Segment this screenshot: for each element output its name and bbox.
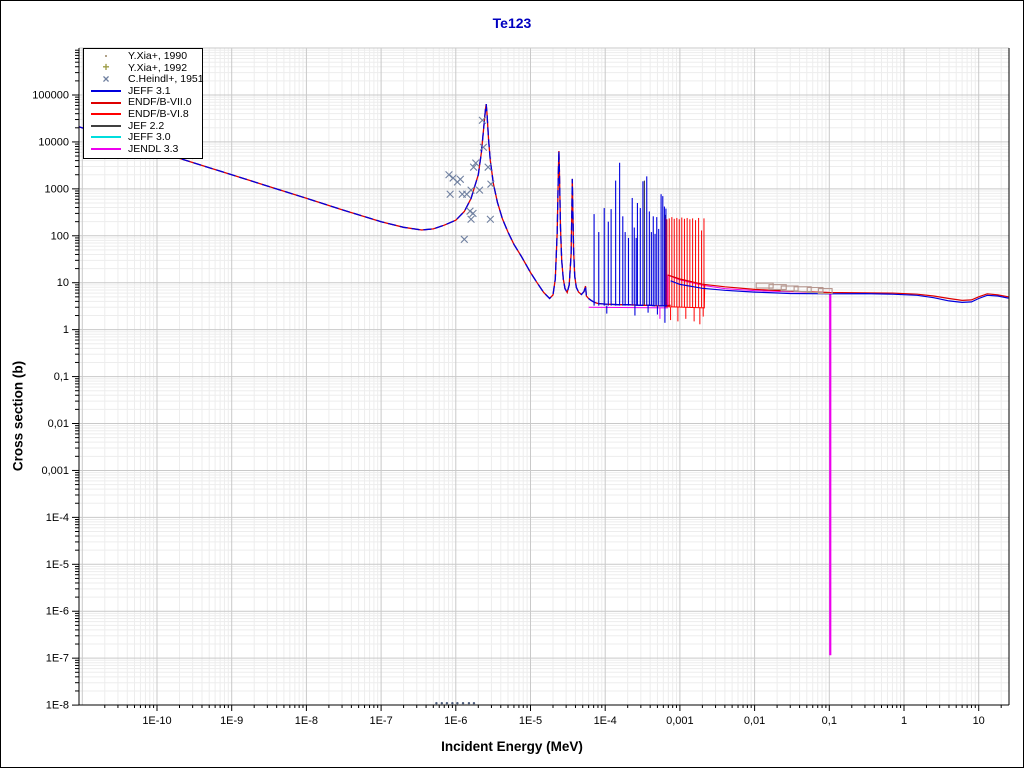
heindl-1951-markers [445, 116, 495, 244]
x-tick-label: 0,1 [822, 715, 837, 727]
series-layer [79, 104, 1009, 705]
x-tick-label: 0,01 [744, 715, 765, 727]
y-tick-label: 1E-8 [46, 700, 69, 712]
endf-highE-line [667, 274, 1009, 302]
grid [79, 48, 1009, 705]
xia-1992-boxes [755, 282, 833, 295]
y-tick-label: 1E-7 [46, 653, 69, 665]
legend-marker-plus-icon: + [102, 60, 110, 75]
legend-item-label: ENDF/B-VI.8 [128, 107, 189, 120]
series-endf-spikes [664, 217, 706, 325]
legend-marker-x-icon: × [102, 71, 110, 86]
series-jeff31-spikes [593, 162, 667, 323]
y-tick-label: 0,1 [54, 371, 69, 383]
legend-item: JEFF 3.0 [84, 132, 202, 144]
legend-marker-line-icon [84, 121, 128, 133]
legend-item-label: Y.Xia+, 1990 [128, 50, 188, 62]
y-tick-label: 10 [57, 277, 69, 289]
legend-item-label: JENDL 3.3 [128, 142, 179, 155]
y-tick-label: 1000 [45, 183, 69, 195]
legend-item: JEF 2.2 [84, 119, 202, 133]
legend-marker-line-icon [84, 97, 128, 109]
chart-title: Te123 [492, 15, 532, 31]
legend-marker-line-icon [84, 109, 128, 121]
legend-item: + Y.Xia+, 1992 [84, 60, 202, 75]
legend-item-label: JEFF 3.0 [128, 131, 171, 144]
legend-item: ENDF/B-VII.0 [84, 97, 202, 109]
y-axis-label: Cross section (b) [10, 360, 26, 472]
x-tick-label: 1E-9 [220, 715, 243, 727]
legend-item-label: Y.Xia+, 1992 [128, 61, 188, 74]
legend-item: Y.Xia+, 1990 [84, 50, 202, 63]
x-tick-label: 1E-10 [142, 715, 171, 727]
legend-marker-line-icon [84, 132, 128, 144]
legend-item: JEFF 3.1 [84, 84, 202, 98]
legend-item: × C.Heindl+, 1951 [84, 71, 204, 86]
axis-tick-labels: 1E-10 1E-9 1E-8 1E-7 1E-6 1E-5 1E-4 0,001 0,01 0,… [32, 90, 985, 728]
legend-item-label: JEF 2.2 [128, 119, 165, 132]
legend-marker-line-icon [84, 86, 128, 98]
legend-marker-line-icon [84, 144, 128, 156]
legend-item-label: ENDF/B-VII.0 [128, 96, 192, 109]
legend-marker-dot-icon [84, 51, 128, 63]
y-tick-label: 10000 [38, 136, 69, 148]
y-tick-label: 1E-5 [46, 559, 69, 571]
x-tick-label: 1E-7 [369, 715, 392, 727]
x-tick-label: 1E-6 [444, 715, 467, 727]
y-tick-label: 1E-4 [46, 512, 69, 524]
y-tick-label: 100000 [32, 90, 69, 102]
x-tick-label: 0,001 [666, 715, 694, 727]
x-tick-label: 1E-8 [295, 715, 318, 727]
x-tick-label: 1E-5 [519, 715, 542, 727]
y-tick-label: 1E-6 [46, 606, 69, 618]
y-tick-label: 1 [63, 324, 69, 336]
x-tick-label: 1E-4 [594, 715, 617, 727]
legend-item-label: JEFF 3.1 [128, 84, 171, 97]
y-tick-label: 100 [51, 230, 69, 242]
legend-item: JENDL 3.3 [84, 142, 202, 156]
x-tick-label: 10 [973, 715, 985, 727]
legend-box: Y.Xia+, 1990 + Y.Xia+, 1992 × C.Heindl+, 195… [83, 48, 204, 160]
axis-ticks [72, 49, 1002, 711]
jeff31-highE-line [670, 280, 1009, 304]
y-tick-label: 0,01 [48, 418, 69, 430]
x-axis-label: Incident Energy (MeV) [441, 739, 583, 754]
legend-item-label: C.Heindl+, 1951 [128, 73, 204, 86]
x-tick-label: 1 [901, 715, 907, 727]
xia-1990-dots [435, 701, 476, 705]
resonance-curve-jeff [79, 104, 671, 307]
legend-item: ENDF/B-VI.8 [84, 107, 202, 121]
y-tick-label: 0,001 [41, 465, 69, 477]
